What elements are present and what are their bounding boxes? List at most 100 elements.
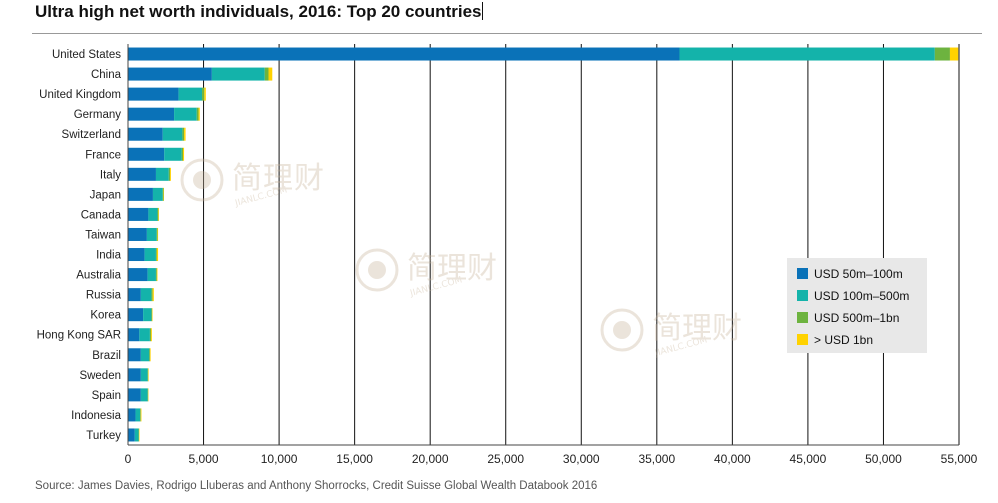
bar-segment — [170, 167, 171, 181]
bar-segment — [140, 408, 141, 422]
watermark-text: 简理财 — [232, 161, 325, 196]
category-label: United Kingdom — [39, 89, 121, 101]
bar-segment — [934, 47, 950, 61]
category-label: Italy — [100, 169, 121, 181]
bar-segment — [152, 288, 154, 302]
bar-segment — [140, 388, 148, 402]
category-label: Russia — [86, 290, 122, 302]
bar-segment — [198, 107, 200, 121]
chart-legend: USD 50m–100m USD 100m–500m USD 500m–1bn … — [787, 258, 927, 353]
x-tick-label: 20,000 — [412, 452, 449, 466]
category-label: Spain — [92, 390, 121, 402]
legend-label: USD 100m–500m — [814, 289, 910, 303]
bar-segment — [182, 147, 185, 161]
category-label: Turkey — [86, 430, 121, 442]
bar-segment — [268, 67, 273, 81]
category-label: Hong Kong SAR — [37, 330, 121, 342]
bar-segment — [157, 207, 159, 221]
bar-segment — [128, 288, 141, 302]
category-label: Indonesia — [71, 410, 121, 422]
bar-segment — [181, 147, 183, 161]
category-label: France — [85, 149, 121, 161]
bar-segment — [155, 248, 157, 262]
bar-segment — [128, 107, 175, 121]
bar-segment — [146, 227, 157, 241]
bar-segment — [157, 227, 159, 241]
bar-segment — [147, 368, 149, 382]
category-label: Brazil — [92, 350, 121, 362]
x-tick-label: 45,000 — [790, 452, 827, 466]
x-tick-label: 40,000 — [714, 452, 751, 466]
bar-segment — [155, 167, 169, 181]
watermark-icon: 简理财 JIANLC.COM — [600, 308, 742, 359]
bar-segment — [128, 227, 147, 241]
bar-segment — [156, 268, 158, 282]
bar-segment — [151, 308, 153, 322]
bar-segment — [144, 248, 156, 262]
bar-segment — [196, 107, 199, 121]
bar-segment — [168, 167, 171, 181]
watermark-logo: 简理财 JIANLC.COM — [355, 240, 525, 305]
category-label: Japan — [90, 189, 121, 201]
bar-segment — [149, 348, 151, 362]
x-tick-label: 25,000 — [487, 452, 524, 466]
bar-segment — [679, 47, 935, 61]
category-label: Taiwan — [85, 229, 121, 241]
x-tick-label: 5,000 — [189, 452, 219, 466]
chart-title: Ultra high net worth individuals, 2016: … — [35, 2, 484, 22]
bar-segment — [135, 408, 141, 422]
bar-segment — [128, 67, 212, 81]
bar-segment — [140, 288, 152, 302]
bar-segment — [204, 87, 206, 101]
category-label: Sweden — [79, 370, 121, 382]
bar-segment — [150, 348, 151, 362]
bar-segment — [158, 207, 159, 221]
source-note: Source: James Davies, Rodrigo Lluberas a… — [35, 480, 598, 492]
bar-segment — [211, 67, 265, 81]
legend-swatch — [797, 334, 808, 345]
bar-segment — [128, 428, 135, 442]
bar-segment — [162, 127, 183, 141]
bar-segment — [182, 127, 185, 141]
bar-chart: United States China United Kingdom Germany S… — [37, 44, 978, 466]
bar-segment — [140, 348, 150, 362]
x-tick-label: 15,000 — [336, 452, 373, 466]
bar-segment — [128, 328, 140, 342]
watermark-text: 简理财 — [407, 251, 497, 286]
x-tick-label: 30,000 — [563, 452, 600, 466]
bar-segment — [128, 268, 148, 282]
bar-segment — [128, 368, 141, 382]
bar-segment — [140, 408, 142, 422]
category-label: Canada — [81, 209, 122, 221]
chart-title-text: Ultra high net worth individuals, 2016: … — [35, 2, 482, 21]
bar-segment — [150, 328, 152, 342]
watermark-text: 简理财 — [652, 311, 742, 346]
bar-segment — [139, 328, 150, 342]
category-label: India — [96, 250, 122, 262]
legend-label: USD 500m–1bn — [814, 311, 900, 325]
category-label: United States — [52, 49, 121, 61]
watermark-logo: 简理财 JIANLC.COM — [180, 150, 350, 215]
bar-segment — [162, 187, 164, 201]
bar-segment — [128, 248, 145, 262]
legend-item: USD 500m–1bn — [797, 311, 899, 327]
x-tick-label: 10,000 — [261, 452, 298, 466]
legend-item: USD 100m–500m — [797, 289, 909, 305]
watermark-icon: 简理财 JIANLC.COM — [180, 158, 325, 209]
category-label: Korea — [90, 310, 121, 322]
legend-label: USD 50m–100m — [814, 267, 903, 281]
bar-segment — [149, 328, 151, 342]
bar-segment — [147, 388, 149, 402]
bar-segment — [147, 268, 156, 282]
bar-segment — [143, 308, 152, 322]
legend-label: > USD 1bn — [814, 333, 874, 347]
bar-segment — [128, 388, 141, 402]
bar-segment — [184, 127, 186, 141]
bar-segment — [151, 288, 153, 302]
bar-segment — [178, 87, 203, 101]
category-label: Switzerland — [62, 129, 121, 141]
bar-segment — [155, 268, 157, 282]
bar-segment — [152, 187, 163, 201]
bar-segment — [148, 207, 158, 221]
bar-segment — [128, 47, 680, 61]
